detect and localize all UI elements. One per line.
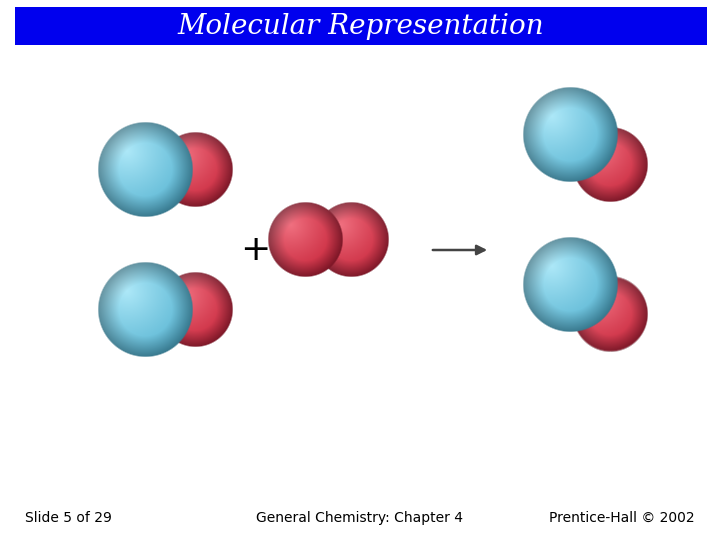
Text: +: + [240, 233, 270, 267]
Text: Slide 5 of 29: Slide 5 of 29 [25, 511, 112, 525]
Text: Molecular Representation: Molecular Representation [178, 12, 544, 39]
Text: General Chemistry: Chapter 4: General Chemistry: Chapter 4 [256, 511, 464, 525]
Text: Prentice-Hall © 2002: Prentice-Hall © 2002 [549, 511, 695, 525]
Bar [15, 7, 707, 45]
